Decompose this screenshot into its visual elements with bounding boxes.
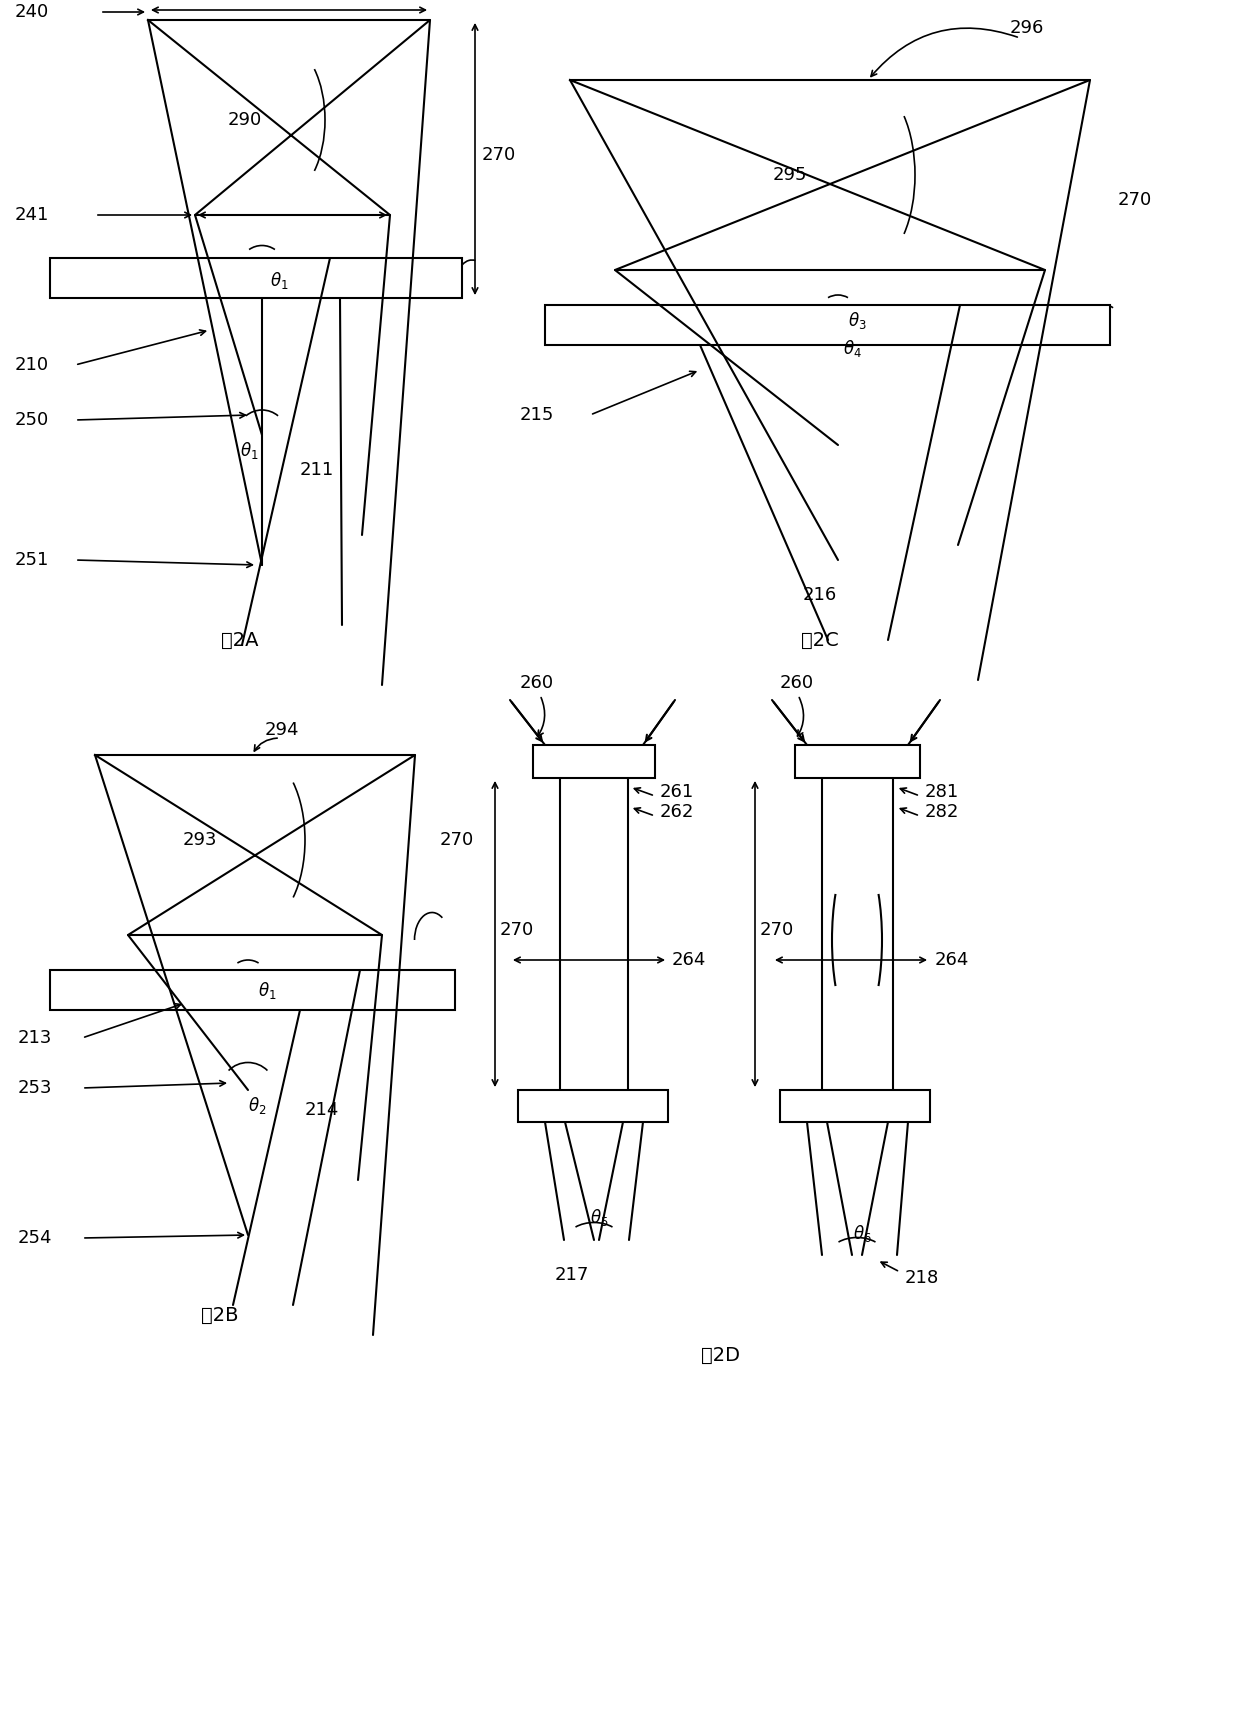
Text: 293: 293	[182, 832, 217, 849]
Text: $\theta_5$: $\theta_5$	[590, 1208, 609, 1228]
Text: $\theta_2$: $\theta_2$	[248, 1095, 267, 1116]
Text: 240: 240	[15, 3, 50, 21]
Text: 260: 260	[780, 674, 815, 691]
Text: 262: 262	[660, 802, 694, 821]
Text: 216: 216	[802, 585, 837, 604]
Bar	[50, 258, 463, 298]
Bar	[518, 1090, 668, 1122]
Text: $\theta_4$: $\theta_4$	[843, 337, 862, 359]
Text: 图2D: 图2D	[701, 1345, 739, 1364]
Text: $\theta_3$: $\theta_3$	[848, 310, 867, 330]
Text: 270: 270	[500, 921, 534, 939]
Text: 211: 211	[300, 460, 335, 479]
Text: 图2B: 图2B	[201, 1305, 239, 1324]
Bar	[795, 744, 920, 779]
Text: 254: 254	[19, 1228, 52, 1247]
Text: 217: 217	[556, 1266, 589, 1283]
Text: 290: 290	[228, 111, 262, 128]
Text: 296: 296	[1011, 19, 1044, 38]
Text: 250: 250	[15, 411, 50, 429]
Text: 260: 260	[520, 674, 554, 691]
Text: 241: 241	[15, 205, 50, 224]
Text: 251: 251	[15, 551, 50, 570]
Text: 214: 214	[305, 1100, 340, 1119]
Text: 270: 270	[1118, 192, 1152, 209]
Text: 264: 264	[935, 951, 970, 968]
Text: 213: 213	[19, 1028, 52, 1047]
Text: 295: 295	[773, 166, 807, 185]
Text: 282: 282	[925, 802, 960, 821]
Text: 261: 261	[660, 784, 694, 801]
Text: 264: 264	[672, 951, 707, 968]
Text: $\theta_6$: $\theta_6$	[853, 1222, 872, 1244]
Text: 270: 270	[440, 832, 474, 849]
Text: 215: 215	[520, 406, 554, 424]
Text: 210: 210	[15, 356, 50, 375]
Text: 253: 253	[19, 1080, 52, 1097]
Text: 294: 294	[265, 720, 300, 739]
Text: $\theta_1$: $\theta_1$	[241, 440, 259, 460]
Bar	[780, 1090, 930, 1122]
Text: 281: 281	[925, 784, 960, 801]
Bar	[50, 970, 455, 1009]
Text: 图2C: 图2C	[801, 630, 839, 650]
Text: $\theta_1$: $\theta_1$	[258, 979, 277, 1001]
Text: 图2A: 图2A	[221, 630, 259, 650]
Text: 270: 270	[482, 145, 516, 164]
Text: 218: 218	[905, 1270, 939, 1287]
Bar	[546, 305, 1110, 346]
Text: 270: 270	[760, 921, 795, 939]
Text: $\theta_1$: $\theta_1$	[270, 270, 289, 291]
Bar	[533, 744, 655, 779]
